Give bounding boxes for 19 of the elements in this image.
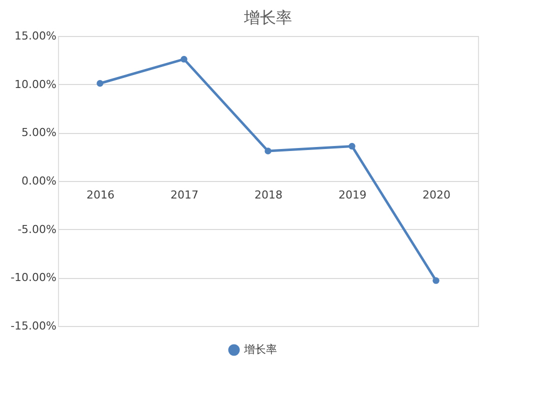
y-tick-label: -10.00% <box>10 271 56 284</box>
point <box>348 142 356 150</box>
x-tick-label: 2017 <box>170 188 198 202</box>
x-tick-label: 2018 <box>254 188 282 202</box>
point <box>432 277 440 284</box>
point <box>264 148 272 154</box>
y-tick-label: 10.00% <box>14 78 56 91</box>
y-tick-label: 0.00% <box>22 174 56 188</box>
y-tick-label: -5.00% <box>18 222 56 236</box>
y-tick-label: -15.00% <box>10 320 56 332</box>
x-tick-label: 2016 <box>86 188 114 202</box>
point <box>96 80 104 87</box>
chart-title: 增长率 <box>243 8 292 27</box>
y-tick-label: 5.00% <box>22 126 56 140</box>
y-tick-label: 15.00% <box>14 30 56 42</box>
x-tick-label: 2020 <box>422 188 450 202</box>
legend-label: 增长率 <box>243 343 277 356</box>
x-tick-label: 2019 <box>338 188 366 202</box>
point <box>180 56 188 63</box>
